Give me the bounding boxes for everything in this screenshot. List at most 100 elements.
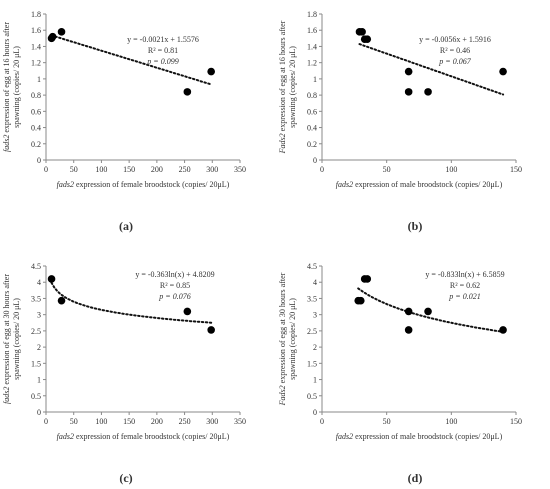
y-tick-label: 0.8 — [31, 91, 41, 100]
y-tick-label: 3.5 — [307, 294, 317, 303]
y-axis-label-line1: fads2 expression of egg at 30 hours afte… — [2, 274, 11, 404]
x-axis-label: fads2 expression of female broodstock (c… — [57, 432, 230, 441]
x-tick-label: 300 — [206, 165, 218, 174]
data-point — [405, 68, 413, 76]
y-axis-label-line2: spawning (copies/ 20 μL) — [12, 46, 21, 128]
x-tick-label: 150 — [510, 417, 522, 426]
chart-panel-c: 00.511.522.533.544.50 50 100 150 200 250 300 35… — [2, 262, 246, 485]
y-tick-label: 1.2 — [307, 59, 317, 68]
x-axis-label: fads2 expression of male broodstock (cop… — [336, 180, 503, 189]
regression-equation: y = -0.0021x + 1.5576 — [127, 35, 199, 44]
x-tick-label: 300 — [206, 417, 218, 426]
y-tick-label: 0 — [313, 156, 317, 165]
p-value-label: p = 0.067 — [438, 57, 471, 66]
x-tick-label: 100 — [95, 417, 107, 426]
data-point — [48, 275, 56, 283]
chart-panel-b: 0 0.2 0.4 0.6 0.8 1 1.2 1.4 1.6 1.8 0 50 100 150 fads2… — [278, 10, 522, 233]
x-tick-label: 150 — [123, 417, 135, 426]
x-tick-label: 200 — [151, 417, 163, 426]
r-squared-label: R² = 0.62 — [450, 281, 480, 290]
regression-equation: y = -0.363ln(x) + 4.8209 — [135, 270, 214, 279]
y-tick-label: 1.6 — [31, 26, 41, 35]
x-tick-label: 50 — [383, 417, 391, 426]
y-tick-label: 1 — [37, 376, 41, 385]
data-point — [363, 275, 371, 283]
x-tick-label: 200 — [151, 165, 163, 174]
r-squared-label: R² = 0.81 — [148, 46, 178, 55]
x-tick-label: 100 — [445, 165, 457, 174]
x-tick-label: 150 — [123, 165, 135, 174]
y-tick-label: 1.5 — [31, 359, 41, 368]
data-point — [58, 297, 66, 305]
y-tick-label: 1.5 — [307, 359, 317, 368]
y-axis-label-line2: spawning (copies/ 20 μL) — [288, 46, 297, 128]
y-tick-label: 0.4 — [31, 124, 41, 133]
y-tick-label: 2 — [37, 343, 41, 352]
y-tick-label: 0.2 — [31, 140, 41, 149]
y-axis-label-line1: Fads2 expression of egg at 30 hours afte… — [278, 272, 287, 406]
p-value-label: p = 0.021 — [448, 292, 480, 301]
y-tick-label: 4.5 — [307, 262, 317, 271]
y-tick-label: 0.6 — [307, 107, 317, 116]
panel-label: (c) — [119, 471, 132, 485]
regression-equation: y = -0.0056x + 1.5916 — [419, 35, 491, 44]
y-tick-label: 1 — [313, 376, 317, 385]
data-point — [207, 326, 215, 334]
y-tick-label: 3 — [313, 311, 317, 320]
chart-panel-d: 0 0.5 1 1.5 2 2.5 3 3.5 4 4.5 0 50 100 150 fads2 expre… — [278, 262, 522, 485]
data-point — [357, 297, 365, 305]
chart-panel-a: 00.20.40.60.811.21.41.61.80 50 100 150 200 25… — [2, 10, 246, 233]
data-point — [405, 88, 413, 96]
x-tick-label: 250 — [179, 417, 191, 426]
data-point — [405, 308, 413, 316]
r-squared-label: R² = 0.46 — [440, 46, 470, 55]
y-tick-label: 4 — [37, 278, 41, 287]
y-axis-label-line1: Fads2 expression of egg at 16 hours afte… — [278, 20, 287, 154]
y-tick-label: 1 — [313, 75, 317, 84]
data-point — [424, 88, 432, 96]
y-tick-label: 1.8 — [307, 10, 317, 19]
data-point — [358, 28, 366, 36]
y-tick-label: 1.4 — [307, 42, 317, 51]
y-tick-label: 2.5 — [31, 327, 41, 336]
y-tick-label: 1 — [37, 75, 41, 84]
x-tick-label: 350 — [234, 165, 246, 174]
data-point — [499, 326, 507, 334]
y-tick-label: 1.6 — [307, 26, 317, 35]
x-tick-label: 150 — [510, 165, 522, 174]
y-tick-label: 4.5 — [31, 262, 41, 271]
data-point — [363, 35, 371, 43]
x-tick-label: 0 — [320, 417, 324, 426]
x-axis-label: fads2 expression of male broodstock (cop… — [336, 432, 503, 441]
x-tick-label: 50 — [70, 417, 78, 426]
y-tick-label: 0.5 — [31, 392, 41, 401]
y-tick-label: 1.2 — [31, 59, 41, 68]
y-tick-label: 0.5 — [307, 392, 317, 401]
y-tick-label: 1.4 — [31, 42, 41, 51]
x-tick-label: 50 — [70, 165, 78, 174]
y-axis-label-line1: fads2 expression of egg at 16 hours afte… — [2, 22, 11, 152]
x-tick-label: 50 — [383, 165, 391, 174]
y-tick-label: 2 — [313, 343, 317, 352]
regression-equation: y = -0.833ln(x) + 6.5859 — [425, 270, 504, 279]
data-point — [58, 28, 66, 36]
data-point — [405, 326, 413, 334]
y-tick-label: 0.2 — [307, 140, 317, 149]
panel-label: (d) — [408, 471, 423, 485]
x-axis-label: fads2 expression of female broodstock (c… — [57, 180, 230, 189]
x-tick-label: 100 — [445, 417, 457, 426]
x-tick-label: 250 — [179, 165, 191, 174]
r-squared-label: R² = 0.85 — [160, 281, 190, 290]
y-tick-label: 2.5 — [307, 327, 317, 336]
y-tick-label: 0 — [37, 156, 41, 165]
y-tick-label: 3 — [37, 311, 41, 320]
data-point — [207, 68, 215, 76]
y-tick-label: 3.5 — [31, 294, 41, 303]
y-tick-label: 1.8 — [31, 10, 41, 19]
panel-label: (b) — [408, 219, 423, 233]
y-tick-label: 0.4 — [307, 124, 317, 133]
data-point — [49, 33, 57, 41]
x-tick-label: 350 — [234, 417, 246, 426]
p-value-label: p = 0.076 — [158, 292, 190, 301]
